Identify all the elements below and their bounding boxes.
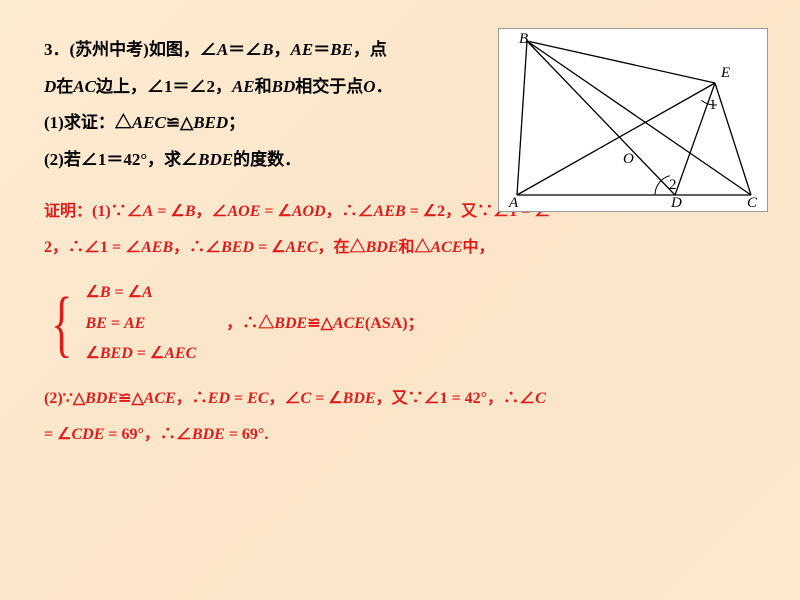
system-conclusion: ，∴△BDE≌△ACE(ASA)；	[226, 306, 423, 342]
svg-text:D: D	[670, 195, 682, 211]
geometry-figure: A B C D E O 1 2	[498, 28, 768, 212]
proof-part2: (2)∵△BDE≌△ACE，∴ED = EC，∠C = ∠BDE，又∵∠1 = …	[44, 381, 764, 453]
proof-text: 证明：(1)∵∠A = ∠B，∠AOE = ∠AOD，∴∠AEB = ∠2，又∵…	[44, 194, 764, 453]
left-brace-icon: {	[51, 294, 72, 354]
svg-text:A: A	[508, 195, 519, 211]
p-l1: 3．(苏州中考)如图，∠A＝∠B，AE＝BE，点	[44, 40, 387, 59]
p-q2: (2)若∠1＝42°，求∠BDE的度数．	[44, 150, 301, 169]
p-l2: D在AC边上，∠1＝∠2，AE和BD相交于点O．	[44, 77, 393, 96]
p-q1: (1)求证：△AEC≌△BED；	[44, 113, 245, 132]
svg-text:C: C	[747, 195, 758, 211]
svg-text:E: E	[720, 65, 730, 81]
equation-system: { ∠B = ∠A BE = AE ∠BED = ∠AEC ，∴△BDE≌△AC…	[44, 278, 764, 369]
svg-text:O: O	[623, 151, 634, 167]
svg-text:2: 2	[669, 177, 677, 193]
system-lines: ∠B = ∠A BE = AE ∠BED = ∠AEC	[86, 278, 197, 369]
problem-text: 3．(苏州中考)如图，∠A＝∠B，AE＝BE，点 D在AC边上，∠1＝∠2，AE…	[44, 32, 474, 178]
svg-text:1: 1	[709, 97, 717, 113]
svg-text:B: B	[519, 31, 528, 47]
